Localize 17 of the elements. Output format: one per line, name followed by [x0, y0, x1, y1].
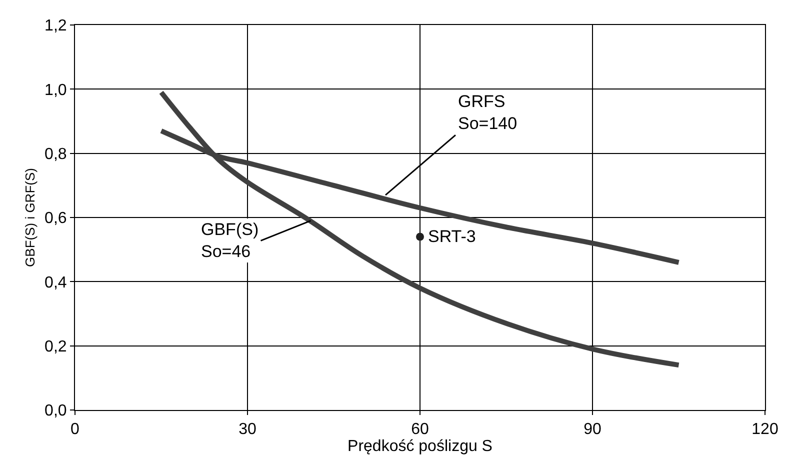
- x-tick-label: 120: [752, 421, 778, 438]
- y-tick-label: 1,0: [44, 82, 67, 99]
- y-tick-label: 0,6: [44, 210, 67, 228]
- y-axis-title: GBF(S) i GRF(S): [22, 168, 38, 267]
- annotation: GBF(S) So=46: [201, 220, 259, 262]
- x-tick-label: 30: [238, 421, 256, 438]
- annotation: SRT-3: [428, 227, 476, 246]
- x-axis-title: Prędkość poślizgu S: [348, 438, 492, 456]
- y-tick-label: 0,2: [44, 338, 67, 356]
- y-tick-label: 0,4: [44, 274, 67, 292]
- x-tick-label: 90: [584, 421, 602, 438]
- y-tick-label: 0,0: [44, 402, 67, 420]
- y-tick-label: 1,2: [44, 18, 67, 35]
- x-tick-label: 60: [411, 421, 429, 438]
- x-tick-label: 0: [70, 421, 80, 438]
- annotation: GRFS So=140: [458, 92, 518, 134]
- y-tick-label: 0,8: [44, 146, 67, 163]
